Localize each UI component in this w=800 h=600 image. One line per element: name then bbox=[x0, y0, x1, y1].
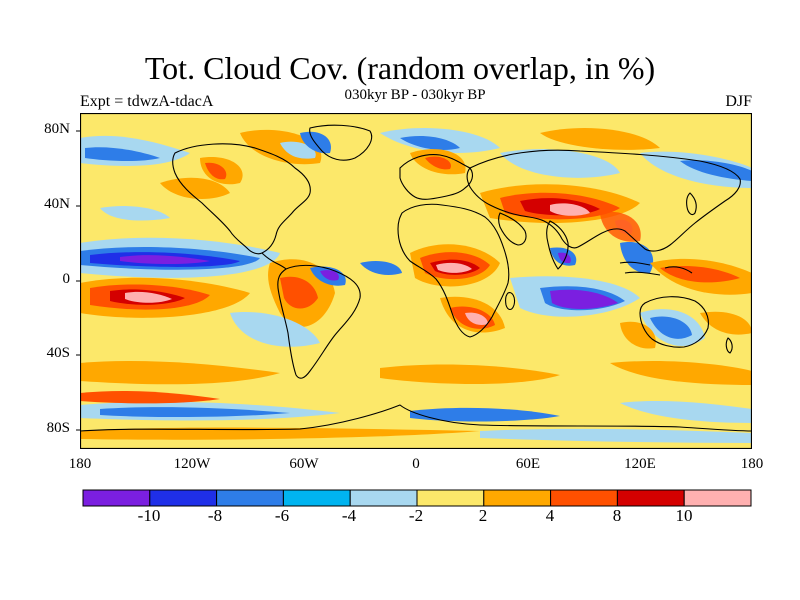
coast-north-america bbox=[172, 143, 311, 255]
patch-so-red bbox=[80, 390, 220, 404]
map-subtitle: 030kyr BP - 030kyr BP bbox=[344, 87, 486, 103]
patch-so-blue2 bbox=[100, 407, 290, 418]
colorbar-label: -6 bbox=[274, 506, 290, 525]
colorbar-label: 10 bbox=[675, 506, 693, 525]
coastlines bbox=[80, 124, 752, 432]
x-tick-label: 180 bbox=[68, 456, 92, 472]
patch-s-atlantic-blue bbox=[230, 312, 320, 347]
coast-australia bbox=[639, 296, 709, 348]
colorbar-swatch bbox=[216, 489, 284, 507]
colorbar-swatch bbox=[282, 489, 351, 507]
y-axis-ticks bbox=[76, 130, 80, 431]
coast-india bbox=[546, 220, 569, 270]
colorbar-swatch bbox=[82, 489, 151, 507]
x-tick-label: 60W bbox=[289, 456, 319, 472]
map-frame bbox=[80, 113, 752, 449]
patch-siberia-blue bbox=[500, 149, 620, 178]
patch-nz-orange bbox=[700, 311, 752, 335]
patch-ne-asia-blue2 bbox=[680, 160, 752, 181]
season-label: DJF bbox=[725, 93, 752, 110]
patch-indian-purple bbox=[550, 289, 618, 309]
coast-new-zealand bbox=[725, 337, 733, 354]
patch-ne-asia-blue bbox=[640, 151, 752, 188]
patch-arctic-blue2 bbox=[400, 136, 460, 150]
patch-antarctic-blue bbox=[480, 428, 752, 443]
y-tick-label: 80S bbox=[46, 420, 70, 436]
colorbar-label: 2 bbox=[478, 506, 488, 525]
colorbar-swatch bbox=[149, 489, 218, 507]
patch-eq-pacific-purple bbox=[120, 255, 210, 264]
colorbar-swatch bbox=[616, 489, 685, 507]
colorbar-swatch bbox=[349, 489, 418, 507]
patch-s-pacific-pink bbox=[125, 291, 172, 303]
patch-africa-pink bbox=[436, 262, 472, 273]
coast-africa bbox=[397, 203, 510, 338]
coast-greenland bbox=[309, 124, 373, 161]
patch-amazon-purple bbox=[320, 270, 339, 281]
patch-n-pacific-blue2 bbox=[85, 147, 160, 162]
patch-antarctic-orange bbox=[80, 427, 480, 440]
coast-indonesia bbox=[619, 261, 693, 276]
colorbar-swatch bbox=[416, 489, 485, 507]
patch-samerica-red bbox=[280, 276, 318, 309]
colorbar-label: -4 bbox=[341, 506, 357, 525]
x-tick-label: 120W bbox=[173, 456, 211, 472]
patch-aus-orange bbox=[620, 321, 656, 349]
x-tick-label: 0 bbox=[412, 456, 420, 472]
patch-siberia-orange bbox=[540, 128, 660, 150]
patch-china-red bbox=[600, 211, 641, 242]
patch-so-orange3 bbox=[610, 360, 752, 385]
coast-asia bbox=[466, 149, 741, 252]
x-tick-label: 120E bbox=[624, 456, 656, 472]
patch-s-africa-pink bbox=[465, 312, 488, 325]
patch-so-blue3 bbox=[410, 407, 560, 422]
colorbar-label: -10 bbox=[137, 506, 161, 525]
coast-madagascar bbox=[505, 292, 516, 311]
coast-japan bbox=[686, 192, 697, 216]
colorbar-swatch bbox=[683, 489, 752, 507]
coast-central-america bbox=[261, 252, 287, 270]
y-tick-label: 40S bbox=[46, 345, 70, 361]
colorbar-swatch bbox=[550, 489, 618, 507]
map-background bbox=[80, 113, 752, 449]
coast-arabia bbox=[497, 212, 527, 246]
patch-asia-pink bbox=[550, 203, 590, 216]
colorbar-label: -2 bbox=[408, 506, 424, 525]
patch-bay-purple bbox=[558, 252, 571, 264]
patch-sea-blue bbox=[620, 242, 654, 274]
patch-aus-blue2 bbox=[650, 316, 692, 339]
y-tick-label: 0 bbox=[62, 271, 71, 287]
y-tick-label: 80N bbox=[44, 121, 70, 137]
colorbar-swatch bbox=[483, 489, 552, 507]
coast-south-america bbox=[277, 264, 361, 379]
patch-atlantic-blue bbox=[360, 261, 402, 275]
coast-europe bbox=[399, 154, 474, 200]
patch-us-orange bbox=[160, 177, 230, 199]
patch-n-am-blue bbox=[280, 141, 316, 159]
patch-so-orange1 bbox=[80, 361, 280, 385]
x-tick-label: 180 bbox=[740, 456, 764, 472]
coast-antarctica bbox=[80, 404, 752, 432]
colorbar bbox=[82, 489, 752, 507]
patch-so-blue4 bbox=[620, 400, 752, 423]
x-tick-label: 60E bbox=[515, 456, 541, 472]
patch-n-atlantic-red bbox=[205, 162, 227, 180]
experiment-label: Expt = tdwzA-tdacA bbox=[80, 93, 214, 110]
cloud-cover-map bbox=[80, 113, 752, 449]
colorbar-label: -8 bbox=[207, 506, 223, 525]
patch-europe-red bbox=[425, 156, 451, 170]
y-tick-label: 40N bbox=[44, 196, 70, 212]
colorbar-label: 4 bbox=[545, 506, 555, 525]
anomaly-patches bbox=[80, 128, 752, 443]
patch-wpac-red bbox=[660, 266, 740, 283]
map-title: Tot. Cloud Cov. (random overlap, in %) bbox=[144, 50, 656, 86]
colorbar-label: 8 bbox=[612, 506, 622, 525]
patch-us-blue bbox=[100, 206, 170, 221]
patch-so-orange2 bbox=[380, 364, 560, 384]
